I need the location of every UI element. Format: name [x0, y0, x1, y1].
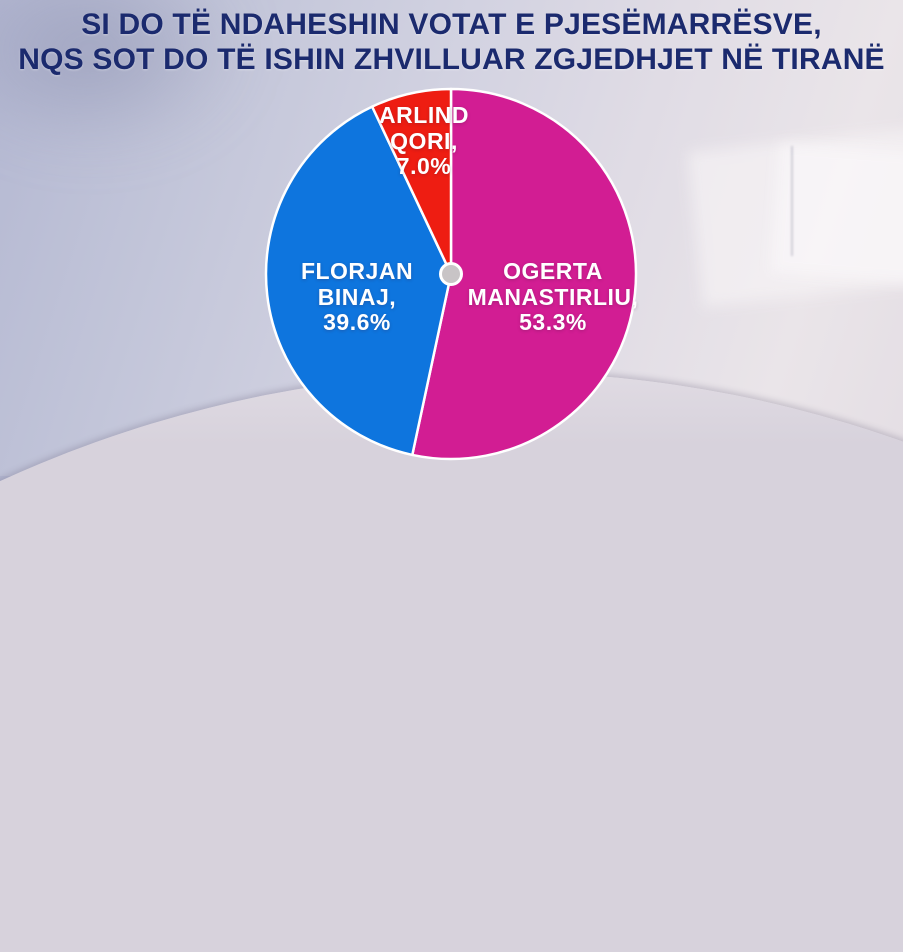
pie-label-arlind-qori: ARLIND QORI, 7.0%	[379, 101, 469, 180]
chart-title-line-2: NQS SOT DO TË ISHIN ZHVILLUAR ZGJEDHJET …	[18, 43, 885, 76]
studio-backdrop-edge-line	[791, 146, 793, 256]
pie-center-dot	[439, 262, 463, 286]
pie-label-percent: 39.6%	[323, 308, 391, 335]
pie-label-name-line: FLORJAN	[300, 257, 414, 284]
pie-label-florjan-binaj: FLORJAN BINAJ, 39.6%	[300, 257, 414, 336]
chart-title: SI DO TË NDAHESHIN VOTAT E PJESËMARRËSVE…	[0, 7, 903, 77]
pie-label-percent: 53.3%	[519, 308, 587, 335]
pie-label-name-line: BINAJ,	[317, 283, 397, 310]
studio-backdrop-panel	[770, 142, 903, 288]
pie-label-name-line: OGERTA	[503, 257, 603, 284]
pie-label-ogerta-manastirliu: OGERTA MANASTIRLIU, 53.3%	[467, 257, 639, 336]
pie-label-name-line: MANASTIRLIU,	[467, 283, 639, 310]
chart-title-line-1: SI DO TË NDAHESHIN VOTAT E PJESËMARRËSVE…	[81, 8, 822, 41]
studio-backdrop-panel	[687, 124, 903, 307]
pie-slice-arlind-qori	[370, 87, 453, 276]
pie-label-name-line: ARLIND	[379, 101, 469, 128]
pie-label-percent: 7.0%	[396, 152, 452, 179]
pie-label-name-line: QORI,	[390, 127, 458, 154]
